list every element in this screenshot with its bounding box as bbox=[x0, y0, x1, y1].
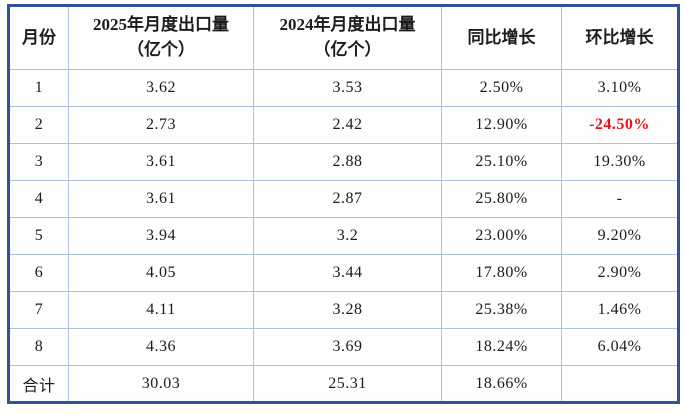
cell-yoy-growth: 2.50% bbox=[441, 69, 562, 107]
column-header-2024-unit: （亿个） bbox=[313, 40, 382, 59]
cell-month: 8 bbox=[8, 328, 69, 366]
cell-mom-growth: 9.20% bbox=[561, 217, 679, 255]
header-row: 月份 2025年月度出口量 （亿个） 2024年月度出口量 （亿个） 同比增长 … bbox=[8, 5, 679, 70]
cell-2025-volume: 3.94 bbox=[68, 217, 254, 255]
cell-mom-growth: 2.90% bbox=[561, 254, 679, 292]
column-header-month-label: 月份 bbox=[22, 27, 56, 47]
cell-2025-volume: 4.36 bbox=[68, 328, 254, 366]
column-header-mom: 环比增长 bbox=[561, 5, 679, 70]
cell-2025-volume: 3.62 bbox=[68, 69, 254, 107]
cell-yoy-growth: 23.00% bbox=[441, 217, 562, 255]
cell-mom-growth: 1.46% bbox=[561, 291, 679, 329]
column-header-2025: 2025年月度出口量 （亿个） bbox=[68, 5, 254, 70]
cell-yoy-growth: 25.38% bbox=[441, 291, 562, 329]
column-header-yoy: 同比增长 bbox=[441, 5, 562, 70]
cell-month: 4 bbox=[8, 180, 69, 218]
cell-month: 6 bbox=[8, 254, 69, 292]
cell-yoy-growth: 25.10% bbox=[441, 143, 562, 181]
column-header-yoy-label: 同比增长 bbox=[467, 27, 536, 47]
table-row-month-7: 7 4.11 3.28 25.38% 1.46% bbox=[8, 291, 679, 329]
cell-month: 1 bbox=[8, 69, 69, 107]
cell-month: 5 bbox=[8, 217, 69, 255]
cell-mom-total-empty bbox=[561, 365, 679, 403]
cell-mom-growth: 19.30% bbox=[561, 143, 679, 181]
cell-2024-volume: 3.2 bbox=[253, 217, 442, 255]
cell-2025-volume: 4.11 bbox=[68, 291, 254, 329]
cell-2024-volume: 3.69 bbox=[253, 328, 442, 366]
table-row-month-8: 8 4.36 3.69 18.24% 6.04% bbox=[8, 328, 679, 366]
cell-mom-growth: - bbox=[561, 180, 679, 218]
column-header-month: 月份 bbox=[8, 5, 69, 70]
cell-2024-volume: 2.87 bbox=[253, 180, 442, 218]
cell-2024-total: 25.31 bbox=[253, 365, 442, 403]
cell-yoy-growth: 17.80% bbox=[441, 254, 562, 292]
cell-2024-volume: 3.28 bbox=[253, 291, 442, 329]
cell-total-label: 合计 bbox=[8, 365, 69, 403]
table-row-total: 合计 30.03 25.31 18.66% bbox=[8, 365, 679, 403]
cell-month: 7 bbox=[8, 291, 69, 329]
table-row-month-1: 1 3.62 3.53 2.50% 3.10% bbox=[8, 69, 679, 107]
cell-2025-volume: 2.73 bbox=[68, 106, 254, 144]
cell-2024-volume: 3.44 bbox=[253, 254, 442, 292]
table-row-month-4: 4 3.61 2.87 25.80% - bbox=[8, 180, 679, 218]
cell-mom-growth-negative: -24.50% bbox=[561, 106, 679, 144]
cell-yoy-total: 18.66% bbox=[441, 365, 562, 403]
column-header-mom-label: 环比增长 bbox=[585, 27, 654, 47]
cell-2025-volume: 3.61 bbox=[68, 180, 254, 218]
column-header-2025-unit: （亿个） bbox=[127, 40, 195, 59]
cell-2025-volume: 4.05 bbox=[68, 254, 254, 292]
cell-mom-growth: 6.04% bbox=[561, 328, 679, 366]
cell-yoy-growth: 18.24% bbox=[441, 328, 562, 366]
cell-2025-volume: 3.61 bbox=[68, 143, 254, 181]
column-header-2024: 2024年月度出口量 （亿个） bbox=[253, 5, 442, 70]
export-table-container: 月份 2025年月度出口量 （亿个） 2024年月度出口量 （亿个） 同比增长 … bbox=[7, 4, 680, 404]
cell-month: 3 bbox=[8, 143, 69, 181]
cell-2024-volume: 3.53 bbox=[253, 69, 442, 107]
cell-2025-total: 30.03 bbox=[68, 365, 254, 403]
table-row-month-5: 5 3.94 3.2 23.00% 9.20% bbox=[8, 217, 679, 255]
cell-mom-growth: 3.10% bbox=[561, 69, 679, 107]
cell-2024-volume: 2.42 bbox=[253, 106, 442, 144]
column-header-2025-label: 2025年月度出口量 bbox=[93, 15, 229, 35]
table-row-month-2: 2 2.73 2.42 12.90% -24.50% bbox=[8, 106, 679, 144]
cell-month: 2 bbox=[8, 106, 69, 144]
cell-yoy-growth: 12.90% bbox=[441, 106, 562, 144]
cell-yoy-growth: 25.80% bbox=[441, 180, 562, 218]
table-row-month-6: 6 4.05 3.44 17.80% 2.90% bbox=[8, 254, 679, 292]
column-header-2024-label: 2024年月度出口量 bbox=[279, 15, 416, 35]
table-row-month-3: 3 3.61 2.88 25.10% 19.30% bbox=[8, 143, 679, 181]
export-table: 月份 2025年月度出口量 （亿个） 2024年月度出口量 （亿个） 同比增长 … bbox=[7, 4, 680, 404]
cell-2024-volume: 2.88 bbox=[253, 143, 442, 181]
